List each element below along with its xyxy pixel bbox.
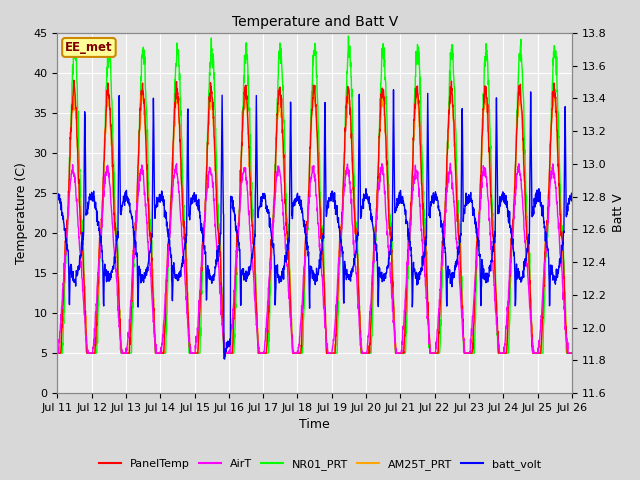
Y-axis label: Temperature (C): Temperature (C) [15,162,28,264]
Title: Temperature and Batt V: Temperature and Batt V [232,15,397,29]
X-axis label: Time: Time [300,419,330,432]
Text: EE_met: EE_met [65,41,113,54]
Legend: PanelTemp, AirT, NR01_PRT, AM25T_PRT, batt_volt: PanelTemp, AirT, NR01_PRT, AM25T_PRT, ba… [94,455,546,474]
Y-axis label: Batt V: Batt V [612,194,625,232]
